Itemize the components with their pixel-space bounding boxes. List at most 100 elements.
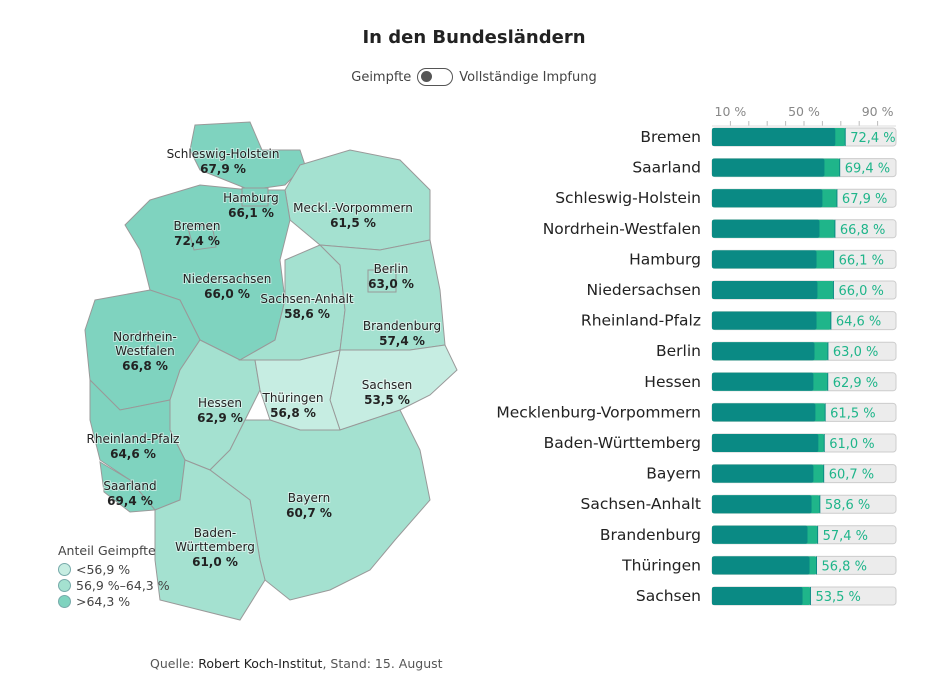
- state-value: 66,8 %: [122, 359, 168, 373]
- bar-category-label: Niedersachsen: [586, 281, 701, 299]
- state-label: Berlin: [374, 262, 409, 276]
- bar-row: Niedersachsen 66,0 %: [586, 280, 897, 300]
- state-label: Meckl.-Vorpommern: [293, 201, 413, 215]
- state-hamburg[interactable]: [241, 187, 269, 207]
- bar-category-label: Hessen: [644, 373, 701, 391]
- bar-row: Rheinland-Pfalz 64,6 %: [581, 311, 897, 331]
- bar-category-label: Thüringen: [621, 556, 701, 574]
- bar-full-vaccination: [712, 372, 814, 391]
- toggle-label-geimpfte[interactable]: Geimpfte: [351, 69, 412, 85]
- state-schleswig-holstein[interactable]: [189, 121, 306, 191]
- bar-value-label: 57,4 %: [823, 529, 868, 544]
- bar-value-label: 66,0 %: [838, 284, 883, 299]
- legend-swatch: [58, 578, 71, 592]
- bar-row: Hessen 62,9 %: [644, 372, 897, 392]
- legend-label: <56,9 %: [76, 561, 131, 577]
- bar-value-label: 64,6 %: [836, 315, 881, 330]
- state-value: 64,6 %: [110, 447, 156, 461]
- state-label: Nordrhein-: [113, 330, 177, 344]
- bar-value-label: 60,7 %: [829, 468, 874, 483]
- state-value: 69,4 %: [107, 494, 153, 508]
- bar-row: Nordrhein-Westfalen 66,8 %: [543, 219, 897, 239]
- state-label: Hamburg: [223, 191, 279, 205]
- bar-row: Saarland 69,4 %: [632, 158, 897, 178]
- state-label: Sachsen-Anhalt: [260, 292, 354, 306]
- bar-full-vaccination: [712, 219, 820, 238]
- bar-category-label: Rheinland-Pfalz: [581, 312, 701, 330]
- bar-category-label: Sachsen-Anhalt: [580, 495, 701, 513]
- bar-full-vaccination: [712, 403, 816, 422]
- state-value: 61,5 %: [330, 216, 376, 230]
- vaccination-toggle-switch[interactable]: [417, 68, 454, 86]
- bar-value-label: 58,6 %: [825, 498, 870, 513]
- bar-row: Berlin 63,0 %: [656, 341, 897, 361]
- bar-value-label: 72,4 %: [850, 131, 895, 146]
- bar-row: Bayern 60,7 %: [646, 464, 897, 484]
- state-label: Niedersachsen: [183, 272, 272, 286]
- bar-category-label: Nordrhein-Westfalen: [543, 220, 701, 238]
- state-value: 57,4 %: [379, 334, 425, 348]
- bar-category-label: Sachsen: [636, 587, 701, 605]
- state-label: Thüringen: [261, 391, 323, 405]
- bar-full-vaccination: [712, 311, 817, 330]
- state-value: 53,5 %: [364, 393, 410, 407]
- bar-full-vaccination: [712, 281, 818, 299]
- source-name: Robert Koch-Institut: [198, 656, 323, 671]
- state-value: 62,9 %: [197, 411, 243, 425]
- bar-row: Sachsen-Anhalt 58,6 %: [580, 494, 897, 514]
- state-label: Baden-: [194, 526, 237, 540]
- legend-swatch: [58, 562, 71, 576]
- state-value: 60,7 %: [286, 506, 332, 520]
- legend-label: >64,3 %: [76, 593, 131, 609]
- state-bremen[interactable]: [187, 223, 217, 251]
- bar-category-label: Mecklenburg-Vorpommern: [496, 403, 701, 421]
- bar-row: Bremen 72,4 %: [640, 127, 897, 147]
- toggle-knob: [421, 71, 433, 82]
- state-label: Rheinland-Pfalz: [87, 432, 180, 446]
- bar-category-label: Saarland: [632, 159, 701, 177]
- bar-value-label: 66,1 %: [839, 253, 884, 268]
- bar-value-label: 63,0 %: [833, 345, 878, 360]
- bar-value-label: 56,8 %: [822, 559, 867, 574]
- toggle-label-vollstaendig[interactable]: Vollständige Impfung: [459, 69, 597, 85]
- bar-category-label: Baden-Württemberg: [544, 434, 701, 452]
- bar-category-label: Hamburg: [629, 250, 701, 268]
- bar-value-label: 66,8 %: [840, 223, 885, 238]
- bar-full-vaccination: [712, 434, 819, 452]
- bar-row: Sachsen 53,5 %: [636, 586, 897, 606]
- bar-category-label: Schleswig-Holstein: [555, 189, 701, 207]
- chart-title: In den Bundesländern: [362, 27, 586, 48]
- state-saarland[interactable]: [99, 461, 157, 513]
- state-value: 56,8 %: [270, 406, 316, 420]
- bar-full-vaccination: [712, 587, 803, 605]
- bar-row: Mecklenburg-Vorpommern 61,5 %: [496, 402, 897, 422]
- map-legend: Anteil Geimpfte <56,9 % 56,9 %–64,3 % >6…: [58, 543, 170, 609]
- bar-row: Thüringen 56,8 %: [621, 555, 897, 575]
- state-value: 66,0 %: [204, 287, 250, 301]
- source-prefix: Quelle:: [150, 656, 199, 671]
- state-label: Württemberg: [175, 540, 255, 554]
- state-label: Sachsen: [362, 378, 412, 392]
- state-value: 67,9 %: [200, 162, 246, 176]
- bar-category-label: Bremen: [640, 128, 701, 146]
- bar-chart: 10 % 50 % 90 % Bremen 72,4 % Saarland 69,4 % Sc…: [496, 104, 897, 606]
- state-baden-w-rttemberg[interactable]: [154, 459, 266, 621]
- bar-full-vaccination: [712, 464, 814, 483]
- bar-value-label: 62,9 %: [833, 376, 878, 391]
- state-label: Schleswig-Holstein: [167, 147, 280, 161]
- bar-full-vaccination: [712, 189, 823, 208]
- bar-row: Brandenburg 57,4 %: [600, 525, 897, 545]
- axis-tick-label: 10 %: [715, 104, 747, 119]
- bar-value-label: 69,4 %: [845, 162, 890, 177]
- bar-category-label: Berlin: [656, 342, 701, 360]
- axis-tick-label: 90 %: [862, 104, 894, 119]
- state-value: 61,0 %: [192, 555, 238, 569]
- axis-tick-label: 50 %: [788, 104, 820, 119]
- legend-label: 56,9 %–64,3 %: [76, 577, 170, 593]
- legend-item-high: >64,3 %: [58, 593, 170, 609]
- source-note: Quelle: Robert Koch-Institut, Stand: 15.…: [150, 656, 443, 671]
- source-date: , Stand: 15. August: [322, 656, 443, 671]
- bar-full-vaccination: [712, 495, 812, 514]
- state-berlin[interactable]: [367, 269, 397, 293]
